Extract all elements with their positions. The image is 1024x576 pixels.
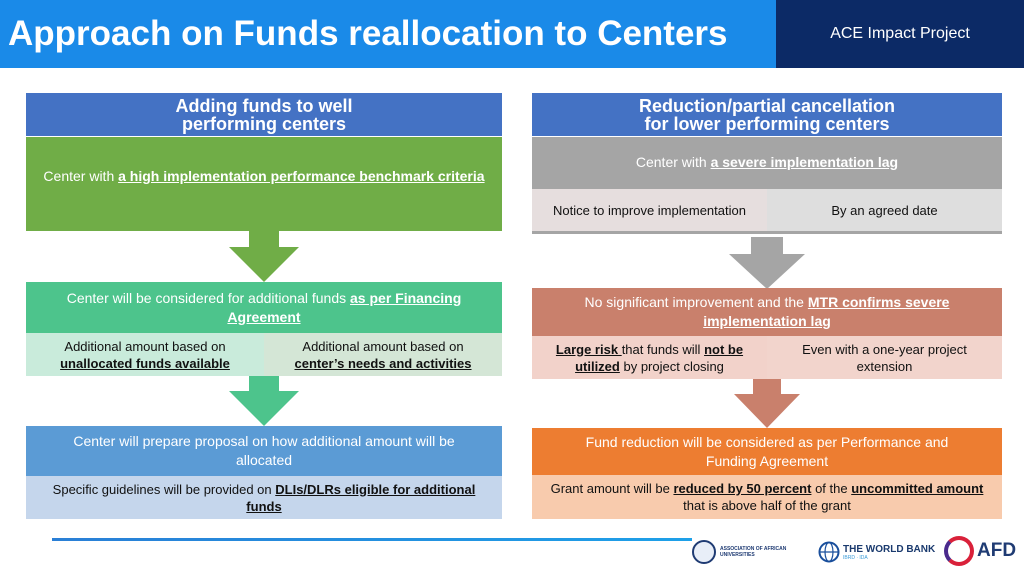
right-step2a: Large risk that funds will not be utiliz…	[532, 336, 767, 379]
arrow-down-icon	[229, 231, 299, 282]
left-step3a: Specific guidelines will be provided on …	[26, 476, 502, 519]
worldbank-subtext: IBRD · IDA	[843, 554, 868, 561]
text: Center will be considered for additional…	[66, 289, 351, 306]
left-step2a: Additional amount based on unallocated f…	[26, 333, 264, 376]
text-emphasis: not be utilized	[575, 341, 744, 374]
text-emphasis: Large risk	[555, 341, 622, 357]
text: that is above half of the grant	[683, 498, 851, 513]
text: Additional amount based on	[64, 338, 226, 354]
aau-seal-icon	[692, 540, 716, 564]
text-emphasis: uncommitted amount	[851, 481, 984, 496]
left-step2: Center will be considered for additional…	[26, 282, 502, 333]
aau-logo: ASSOCIATION OF AFRICAN UNIVERSITIES	[692, 537, 802, 567]
text: Additional amount based on	[302, 338, 464, 354]
left-step3: Center will prepare proposal on how addi…	[26, 426, 502, 476]
afd-text: AFD	[977, 540, 1017, 561]
worldbank-logo: THE WORLD BANK IBRD · IDA	[818, 539, 938, 565]
text-emphasis: a severe implementation lag	[710, 153, 899, 170]
right-step1: Center with a severe implementation lag	[532, 137, 1002, 189]
aau-logo-text: ASSOCIATION OF AFRICAN UNIVERSITIES	[720, 546, 787, 558]
right-step2: No significant improvement and the MTR c…	[532, 288, 1002, 336]
right-step1b: By an agreed date	[767, 189, 1002, 234]
right-step3: Fund reduction will be considered as per…	[532, 428, 1002, 475]
right-step2b: Even with a one-year project extension	[767, 336, 1002, 379]
left-step1: Center with a high implementation perfor…	[26, 137, 502, 231]
project-label: ACE Impact Project	[776, 0, 1024, 68]
worldbank-text: THE WORLD BANK	[843, 543, 936, 555]
arrow-down-icon	[729, 237, 805, 289]
text: Center with	[43, 167, 119, 184]
right-step1a: Notice to improve implementation	[532, 189, 767, 234]
arrow-down-icon	[229, 376, 299, 426]
page-title: Approach on Funds reallocation to Center…	[0, 0, 776, 68]
text: Grant amount will be	[550, 481, 674, 496]
left-heading: Adding funds to well performing centers	[26, 93, 502, 136]
text-emphasis: reduced by 50 percent	[673, 481, 812, 496]
right-heading: Reduction/partial cancellation for lower…	[532, 93, 1002, 136]
afd-logo: AFD	[944, 534, 1018, 568]
text: Center with	[635, 153, 711, 170]
text: of the	[811, 481, 852, 496]
footer-divider	[52, 538, 692, 541]
text: by project closing	[619, 358, 724, 374]
afd-ring-icon	[944, 536, 974, 566]
text: that funds will	[621, 341, 705, 357]
text-emphasis: MTR confirms severe implementation lag	[703, 294, 950, 329]
text-emphasis: a high implementation performance benchm…	[118, 167, 485, 184]
text-emphasis: unallocated funds available	[60, 355, 230, 371]
text: No significant improvement and the	[584, 294, 808, 310]
text-emphasis: center’s needs and activities	[294, 355, 472, 371]
arrow-down-icon	[734, 379, 800, 428]
right-step3a: Grant amount will be reduced by 50 perce…	[532, 475, 1002, 519]
text-emphasis: DLIs/DLRs eligible for additional funds	[246, 481, 476, 514]
left-step2b: Additional amount based on center’s need…	[264, 333, 502, 376]
globe-icon	[818, 541, 840, 563]
text-emphasis: as per Financing Agreement	[227, 289, 462, 325]
text: Specific guidelines will be provided on	[52, 481, 276, 497]
